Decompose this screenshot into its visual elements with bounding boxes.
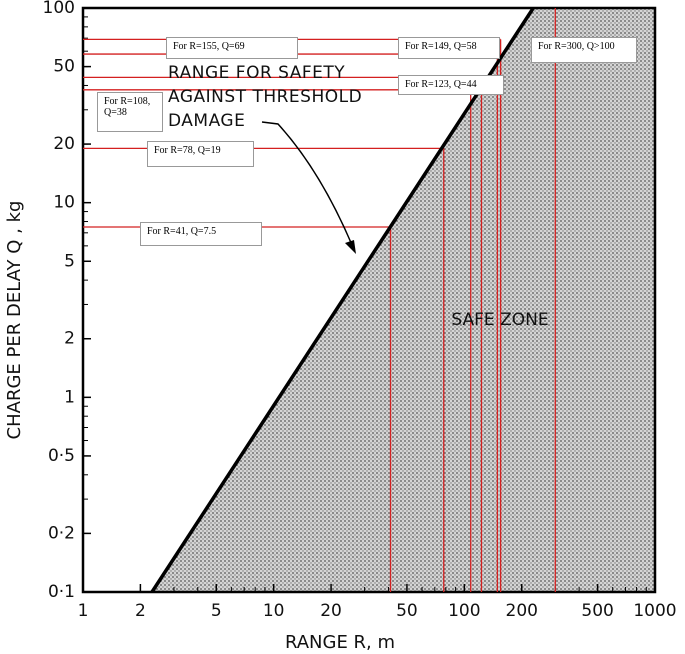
annotation-arrow xyxy=(261,121,353,246)
x-tick-label: 5 xyxy=(211,601,222,621)
x-tick-label: 50 xyxy=(396,601,418,621)
reference-label: For R=41, Q=7.5 xyxy=(140,222,262,246)
arrow-head xyxy=(345,240,356,254)
reference-label: For R=108, Q=38 xyxy=(97,92,163,132)
y-tick-label: 100 xyxy=(43,0,75,18)
reference-label: For R=300, Q>100 xyxy=(531,37,637,63)
x-tick-label: 200 xyxy=(506,601,538,621)
y-tick-label: 0·2 xyxy=(48,523,75,543)
region-label: SAFE ZONE xyxy=(451,310,548,330)
reference-label: For R=155, Q=69 xyxy=(166,37,298,59)
y-tick-label: 20 xyxy=(53,134,75,154)
safety-line xyxy=(150,7,535,593)
y-tick-label: 0·1 xyxy=(48,582,75,602)
y-axis-label: CHARGE PER DELAY Q , kg xyxy=(4,201,25,440)
reference-label: For R=149, Q=58 xyxy=(398,37,500,59)
y-tick-label: 1 xyxy=(64,387,75,407)
annotation: AGAINST THRESHOLD xyxy=(168,87,362,107)
y-tick-label: 0·5 xyxy=(48,446,75,466)
y-tick-label: 50 xyxy=(53,57,75,77)
x-tick-label: 500 xyxy=(581,601,613,621)
x-tick-label: 1000 xyxy=(633,601,676,621)
x-tick-label: 10 xyxy=(263,601,285,621)
annotation: RANGE FOR SAFETY xyxy=(168,63,345,83)
plot-frame xyxy=(81,6,657,594)
x-tick-label: 100 xyxy=(448,601,480,621)
safe-region xyxy=(151,8,656,592)
x-tick-label: 2 xyxy=(135,601,146,621)
y-tick-label: 2 xyxy=(64,329,75,349)
x-tick-label: 1 xyxy=(78,601,89,621)
x-axis-label: RANGE R, m xyxy=(285,632,395,653)
reference-label: For R=78, Q=19 xyxy=(147,141,254,167)
annotation: DAMAGE xyxy=(168,111,245,131)
x-tick-label: 20 xyxy=(320,601,342,621)
reference-label: For R=123, Q=44 xyxy=(398,75,504,95)
y-tick-label: 5 xyxy=(64,251,75,271)
y-tick-label: 10 xyxy=(53,193,75,213)
